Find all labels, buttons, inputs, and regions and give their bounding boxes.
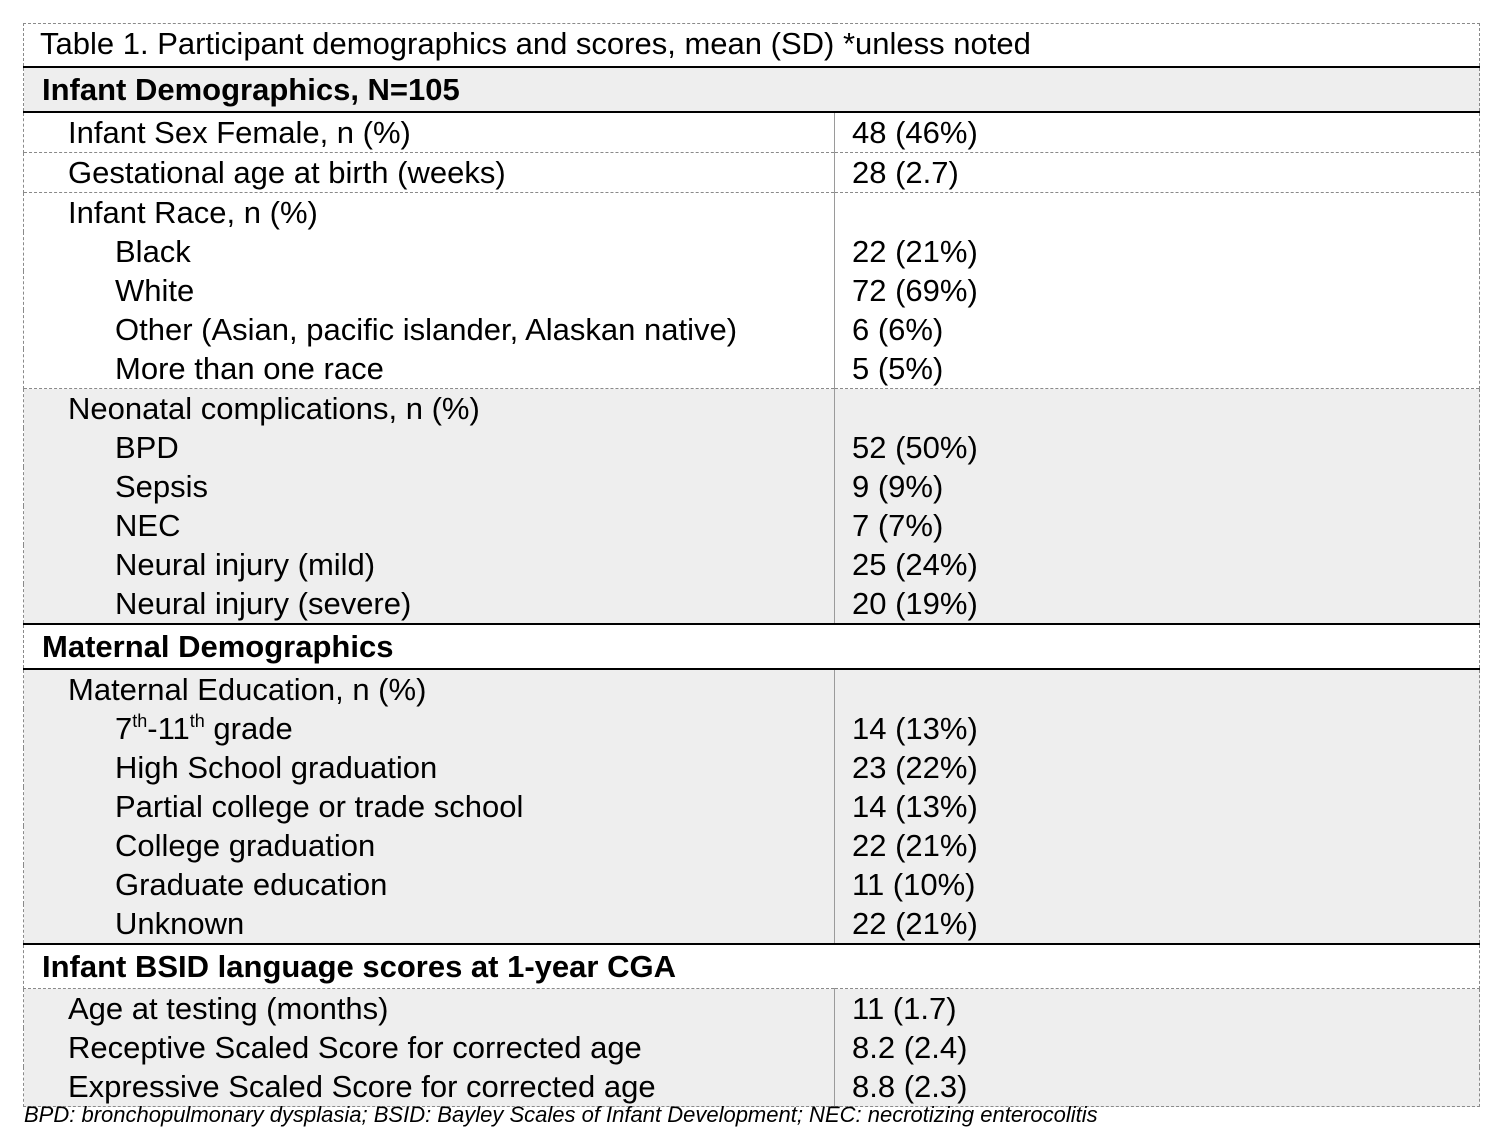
section-title-bsid: Infant BSID language scores at 1-year CG… (23, 943, 1480, 989)
table-row: More than one race 5 (5%) (23, 349, 1480, 389)
table-row: 7th-11th grade 14 (13%) (23, 709, 1480, 748)
table-row: White 72 (69%) (23, 271, 1480, 310)
table-row: Neural injury (severe) 20 (19%) (23, 584, 1480, 624)
row-label-race-black: Black (23, 232, 835, 271)
row-label-maternal-education: Maternal Education, n (%) (23, 669, 835, 709)
table-footnote: BPD: bronchopulmonary dysplasia; BSID: B… (24, 1102, 1098, 1127)
row-label-race-multiple: More than one race (23, 349, 835, 389)
row-value-race-white: 72 (69%) (834, 271, 1480, 310)
table-row: Receptive Scaled Score for corrected age… (23, 1028, 1480, 1067)
section-title-maternal: Maternal Demographics (23, 623, 1480, 670)
row-value-college-graduation: 22 (21%) (834, 826, 1480, 865)
table-row: Infant Race, n (%) (23, 192, 1480, 232)
table-row: Neural injury (mild) 25 (24%) (23, 545, 1480, 584)
row-value-high-school: 23 (22%) (834, 748, 1480, 787)
row-value-sepsis: 9 (9%) (834, 467, 1480, 506)
row-value-neural-injury-mild: 25 (24%) (834, 545, 1480, 584)
row-label-grade: 7th-11th grade (23, 709, 835, 748)
table-row: Graduate education 11 (10%) (23, 865, 1480, 904)
row-label-college-graduation: College graduation (23, 826, 835, 865)
table-row: NEC 7 (7%) (23, 506, 1480, 545)
row-label-neonatal-complications: Neonatal complications, n (%) (23, 388, 835, 428)
row-value-neural-injury-severe: 20 (19%) (834, 584, 1480, 624)
grade-part-a: 7 (115, 711, 133, 746)
row-value-race-multiple: 5 (5%) (834, 349, 1480, 389)
row-value-age-at-testing: 11 (1.7) (834, 988, 1480, 1028)
row-label-race-white: White (23, 271, 835, 310)
row-value-gestational-age: 28 (2.7) (834, 152, 1480, 193)
row-label-neural-injury-mild: Neural injury (mild) (23, 545, 835, 584)
row-value-partial-college: 14 (13%) (834, 787, 1480, 826)
table-row: BPD 52 (50%) (23, 428, 1480, 467)
section-header-infant: Infant Demographics, N=105 (23, 67, 1480, 113)
row-value-infant-sex: 48 (46%) (834, 112, 1480, 153)
table-caption: Table 1. Participant demographics and sc… (23, 23, 1480, 68)
row-value-bpd: 52 (50%) (834, 428, 1480, 467)
grade-sup-a: th (132, 711, 148, 731)
row-value-empty (834, 669, 1480, 709)
row-value-grade: 14 (13%) (834, 709, 1480, 748)
section-title-infant: Infant Demographics, N=105 (23, 67, 1480, 113)
row-label-receptive-score: Receptive Scaled Score for corrected age (23, 1028, 835, 1067)
table-row: Age at testing (months) 11 (1.7) (23, 988, 1480, 1028)
row-label-high-school: High School graduation (23, 748, 835, 787)
table-row: Sepsis 9 (9%) (23, 467, 1480, 506)
table-row: High School graduation 23 (22%) (23, 748, 1480, 787)
table-row: Other (Asian, pacific islander, Alaskan … (23, 310, 1480, 349)
table-row: Maternal Education, n (%) (23, 669, 1480, 709)
row-value-nec: 7 (7%) (834, 506, 1480, 545)
row-label-expressive-score: Expressive Scaled Score for corrected ag… (23, 1067, 835, 1107)
row-label-sepsis: Sepsis (23, 467, 835, 506)
row-value-empty (834, 388, 1480, 428)
row-label-infant-race: Infant Race, n (%) (23, 192, 835, 232)
row-value-empty (834, 192, 1480, 232)
row-label-nec: NEC (23, 506, 835, 545)
section-header-maternal: Maternal Demographics (23, 623, 1480, 670)
row-value-race-black: 22 (21%) (834, 232, 1480, 271)
row-label-gestational-age: Gestational age at birth (weeks) (23, 152, 835, 193)
row-label-neural-injury-severe: Neural injury (severe) (23, 584, 835, 624)
table-row: Infant Sex Female, n (%) 48 (46%) (23, 112, 1480, 153)
row-value-unknown: 22 (21%) (834, 904, 1480, 944)
grade-part-b: -11 (147, 711, 190, 746)
row-label-age-at-testing: Age at testing (months) (23, 988, 835, 1028)
grade-part-c: grade (204, 711, 293, 746)
section-header-bsid: Infant BSID language scores at 1-year CG… (23, 943, 1480, 989)
table-row: Unknown 22 (21%) (23, 904, 1480, 944)
row-value-receptive-score: 8.2 (2.4) (834, 1028, 1480, 1067)
table-row: Black 22 (21%) (23, 232, 1480, 271)
grade-sup-b: th (189, 711, 205, 731)
table-row: Expressive Scaled Score for corrected ag… (23, 1067, 1480, 1107)
row-label-infant-sex: Infant Sex Female, n (%) (23, 112, 835, 153)
row-label-graduate-education: Graduate education (23, 865, 835, 904)
row-value-graduate-education: 11 (10%) (834, 865, 1480, 904)
row-value-race-other: 6 (6%) (834, 310, 1480, 349)
table-caption-row: Table 1. Participant demographics and sc… (23, 23, 1480, 68)
row-label-unknown: Unknown (23, 904, 835, 944)
table-row: Gestational age at birth (weeks) 28 (2.7… (23, 152, 1480, 193)
demographics-table-container: Table 1. Participant demographics and sc… (23, 23, 1480, 1107)
row-label-bpd: BPD (23, 428, 835, 467)
row-label-partial-college: Partial college or trade school (23, 787, 835, 826)
table-row: College graduation 22 (21%) (23, 826, 1480, 865)
row-value-expressive-score: 8.8 (2.3) (834, 1067, 1480, 1107)
table-row: Partial college or trade school 14 (13%) (23, 787, 1480, 826)
row-label-race-other: Other (Asian, pacific islander, Alaskan … (23, 310, 835, 349)
demographics-table: Table 1. Participant demographics and sc… (23, 23, 1480, 1107)
table-row: Neonatal complications, n (%) (23, 388, 1480, 428)
